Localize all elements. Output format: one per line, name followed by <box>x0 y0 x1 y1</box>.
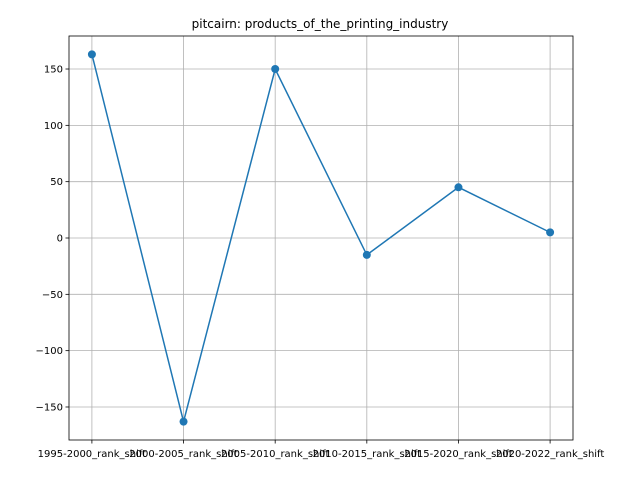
data-point <box>362 250 371 259</box>
y-tick-label: 0 <box>57 234 63 245</box>
ticks: 1995-2000_rank_shift2000-2005_rank_shift… <box>36 65 605 460</box>
y-tick-label: 50 <box>50 177 63 188</box>
y-tick-label: 100 <box>44 121 63 132</box>
x-tick-label: 2020-2022_rank_shift <box>496 449 605 460</box>
chart-title: pitcairn: products_of_the_printing_indus… <box>192 17 449 31</box>
x-tick-label: 2010-2015_rank_shift <box>313 449 422 460</box>
series <box>87 50 555 426</box>
data-point <box>454 183 463 192</box>
data-point <box>179 417 188 426</box>
y-tick-label: 150 <box>44 65 63 76</box>
x-tick-label: 2005-2010_rank_shift <box>221 449 330 460</box>
data-point <box>87 50 96 59</box>
y-tick-label: −150 <box>36 402 63 413</box>
x-tick-label: 2000-2005_rank_shift <box>129 449 238 460</box>
data-point <box>546 228 555 237</box>
series-line <box>91 54 551 422</box>
x-tick-label: 1995-2000_rank_shift <box>38 449 147 460</box>
grid <box>69 36 573 440</box>
y-tick-label: −100 <box>36 346 63 357</box>
data-point <box>271 65 280 74</box>
x-tick-label: 2015-2020_rank_shift <box>404 449 513 460</box>
y-tick-label: −50 <box>42 290 63 301</box>
